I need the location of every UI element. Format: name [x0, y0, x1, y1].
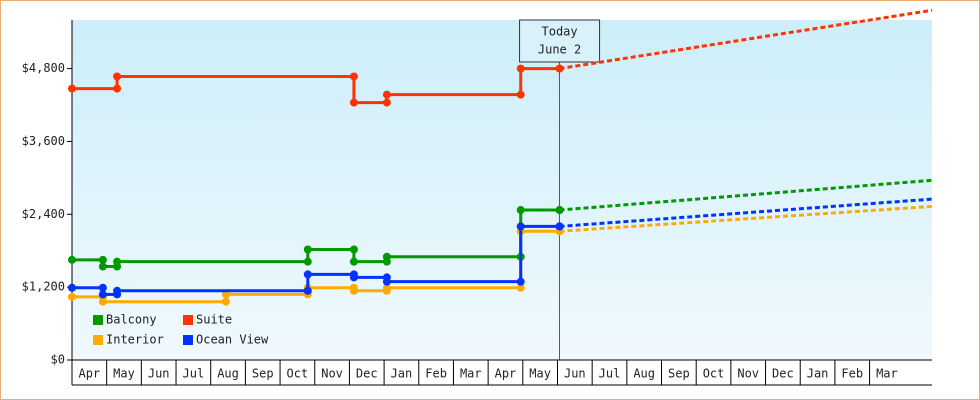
step-end-marker: [516, 90, 525, 99]
marker: [382, 277, 391, 286]
x-tick-label: Sep: [252, 367, 274, 381]
today-label: Today: [542, 25, 578, 39]
x-tick-label: Jul: [183, 367, 205, 381]
legend-swatch: [183, 335, 193, 345]
x-tick-label: Nov: [321, 367, 343, 381]
y-tick-label: $2,400: [22, 207, 65, 221]
x-tick-label: Aug: [217, 367, 239, 381]
marker: [98, 297, 107, 306]
today-box: [519, 19, 601, 63]
step-end-marker: [349, 245, 358, 254]
step-end-marker: [516, 277, 525, 286]
x-tick-label: Nov: [737, 367, 759, 381]
marker: [382, 252, 391, 261]
marker: [98, 262, 107, 271]
x-tick-label: Jun: [564, 367, 586, 381]
y-tick-label: $0: [51, 353, 65, 367]
marker: [68, 283, 76, 292]
legend-label: Balcony: [106, 313, 157, 327]
x-tick-label: Aug: [633, 367, 655, 381]
x-tick-label: Feb: [425, 367, 447, 381]
step-end-marker: [303, 257, 312, 266]
marker: [68, 255, 76, 264]
step-end-marker: [382, 98, 391, 107]
marker: [68, 84, 76, 93]
x-tick-label: Jun: [148, 367, 170, 381]
y-tick-label: $1,200: [22, 280, 65, 294]
today-label: June 2: [538, 43, 581, 57]
marker: [98, 290, 107, 299]
step-end-marker: [98, 255, 107, 264]
x-tick-label: Oct: [703, 367, 725, 381]
step-end-marker: [98, 283, 107, 292]
x-tick-label: May: [529, 367, 551, 381]
legend-label: Interior: [106, 333, 164, 347]
marker: [516, 222, 525, 231]
marker: [382, 90, 391, 99]
x-tick-label: Apr: [495, 367, 517, 381]
marker: [113, 257, 122, 266]
step-end-marker: [349, 72, 358, 81]
step-end-marker: [516, 283, 525, 292]
projection-line: [559, 178, 933, 212]
marker: [68, 292, 76, 301]
x-tick-label: Feb: [841, 367, 863, 381]
y-tick-label: $4,800: [22, 61, 65, 75]
legend-label: Ocean View: [196, 333, 269, 347]
legend-swatch: [183, 315, 193, 325]
x-tick-label: Jan: [391, 367, 413, 381]
x-tick-label: Mar: [876, 367, 898, 381]
projection-line: [559, 204, 933, 233]
x-tick-label: Mar: [460, 367, 482, 381]
marker: [349, 286, 358, 295]
x-tick-label: Sep: [668, 367, 690, 381]
legend-swatch: [93, 335, 103, 345]
marker: [349, 257, 358, 266]
marker: [349, 98, 358, 107]
marker: [113, 72, 122, 81]
x-tick-label: May: [113, 367, 135, 381]
x-tick-label: Jan: [807, 367, 829, 381]
marker: [516, 206, 525, 215]
marker: [555, 64, 564, 73]
marker: [555, 222, 564, 231]
y-tick-label: $3,600: [22, 134, 65, 148]
x-tick-label: Oct: [287, 367, 309, 381]
x-tick-label: Dec: [772, 367, 794, 381]
step-end-marker: [221, 297, 230, 306]
projection-line: [559, 197, 933, 228]
marker: [221, 290, 230, 299]
x-tick-label: Apr: [78, 367, 100, 381]
projection-line: [559, 8, 933, 71]
legend-swatch: [93, 315, 103, 325]
x-tick-label: Dec: [356, 367, 378, 381]
marker: [113, 286, 122, 295]
x-tick-label: Jul: [599, 367, 621, 381]
marker: [349, 273, 358, 282]
marker: [303, 245, 312, 254]
marker: [555, 206, 564, 215]
marker: [516, 64, 525, 73]
step-end-marker: [113, 84, 122, 93]
marker: [303, 270, 312, 279]
legend-label: Suite: [196, 313, 232, 327]
marker: [382, 283, 391, 292]
step-end-marker: [303, 286, 312, 295]
